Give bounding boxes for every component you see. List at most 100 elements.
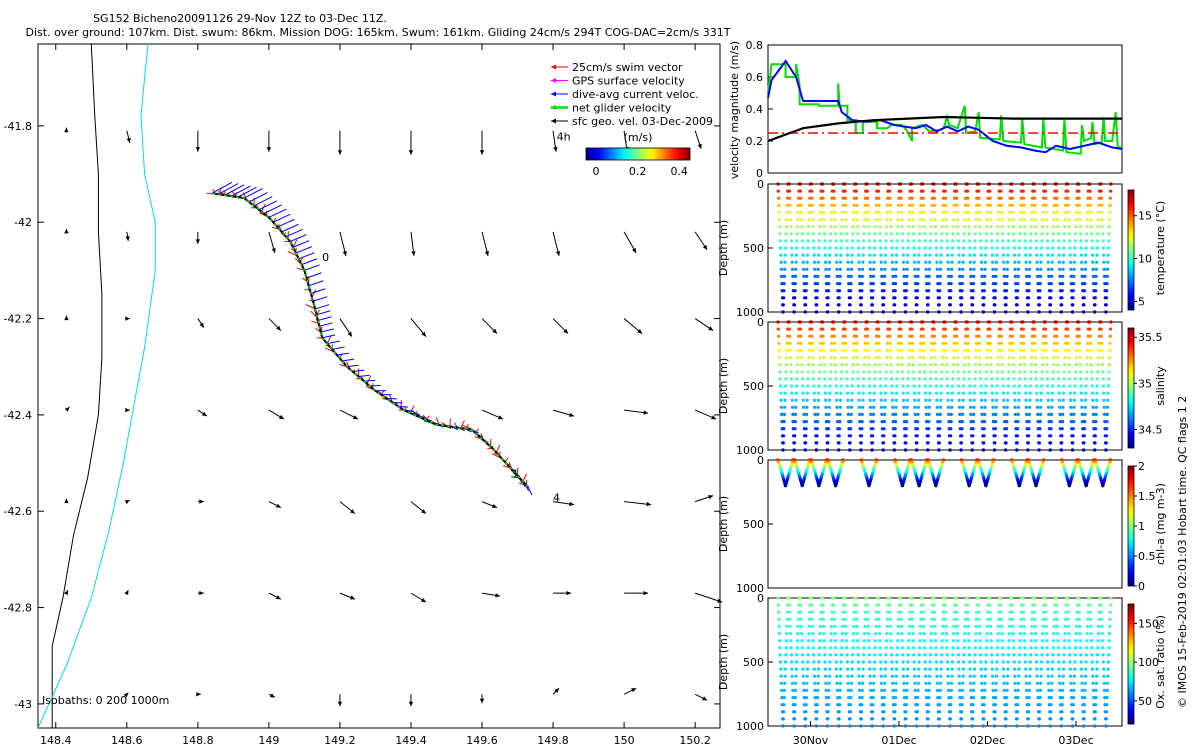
profile-point — [954, 320, 958, 324]
profile-point — [985, 210, 989, 214]
profile-point — [946, 681, 950, 685]
profile-point — [1041, 334, 1046, 338]
colorbar-tick-label: 1.5 — [1138, 490, 1156, 503]
profile-point — [985, 348, 989, 352]
profile-point — [891, 696, 895, 700]
profile-point — [878, 632, 882, 636]
profile-point — [1107, 377, 1111, 381]
profile-point — [1102, 688, 1107, 693]
profile-point — [810, 610, 814, 614]
profile-point — [1079, 246, 1083, 250]
profile-point — [863, 356, 867, 360]
profile-point — [1074, 363, 1078, 367]
profile-point — [910, 203, 915, 207]
profile-point — [904, 434, 908, 438]
profile-point — [981, 310, 986, 314]
profile-point — [992, 448, 997, 452]
profile-point — [1045, 653, 1049, 657]
profile-point — [808, 610, 812, 614]
profile-point — [876, 596, 880, 600]
profile-point — [1015, 441, 1019, 445]
profile-point — [1074, 632, 1078, 636]
profile-point — [1023, 225, 1027, 229]
profile-point — [963, 624, 967, 629]
profile-point — [1034, 225, 1038, 229]
profile-point — [989, 225, 993, 229]
profile-point — [1084, 660, 1088, 664]
profile-point — [857, 267, 861, 271]
profile-point — [935, 674, 939, 678]
profile-point — [882, 427, 886, 431]
profile-point — [1005, 696, 1009, 700]
profile-point — [961, 681, 965, 685]
profile-point — [789, 370, 793, 374]
profile-point — [916, 688, 920, 693]
profile-point — [1062, 667, 1066, 671]
profile-point — [1069, 412, 1073, 416]
profile-point — [1012, 239, 1016, 243]
profile-point — [1080, 267, 1084, 271]
profile-point — [1024, 681, 1028, 685]
profile-point — [1037, 717, 1041, 721]
profile-point — [859, 717, 863, 721]
profile-point — [834, 646, 838, 650]
profile-point — [962, 239, 966, 243]
profile-point — [968, 384, 972, 388]
profile-point — [868, 384, 872, 388]
legend-arrowhead — [551, 64, 556, 70]
profile-point — [846, 688, 851, 693]
current-arrow — [481, 501, 498, 509]
profile-point — [866, 624, 870, 629]
profile-point — [1002, 688, 1006, 693]
profile-point — [1022, 617, 1026, 621]
swim-vector — [409, 405, 415, 414]
profile-point — [1052, 341, 1056, 345]
profile-point — [906, 391, 910, 395]
profile-point — [957, 384, 961, 388]
profile-point — [776, 327, 780, 331]
profile-point — [1078, 646, 1083, 650]
profile-point — [908, 196, 912, 200]
profile-point — [972, 274, 976, 278]
profile-point — [845, 660, 849, 664]
profile-point — [932, 596, 936, 600]
profile-point — [777, 348, 781, 352]
profile-point — [1056, 632, 1060, 636]
profile-point — [807, 210, 811, 214]
profile-point — [851, 639, 855, 643]
profile-point — [865, 603, 869, 607]
profile-point — [832, 334, 836, 338]
profile-point — [895, 667, 899, 671]
y-tick-label: -43 — [14, 698, 32, 711]
profile-point — [1095, 253, 1099, 257]
profile-point — [1004, 441, 1008, 445]
profile-point — [993, 717, 997, 721]
profile-point — [806, 660, 810, 664]
profile-point — [1029, 377, 1033, 381]
profile-point — [841, 203, 845, 207]
profile-point — [1103, 282, 1107, 286]
profile-point — [910, 189, 914, 193]
profile-point — [1052, 356, 1056, 360]
profile-point — [938, 274, 942, 278]
profile-point — [935, 667, 939, 671]
profile-point — [844, 639, 849, 643]
profile-point — [891, 282, 895, 286]
profile-point — [982, 296, 986, 300]
profile-point — [994, 688, 998, 693]
profile-point — [815, 289, 819, 293]
profile-point — [885, 356, 889, 360]
profile-point — [861, 674, 865, 678]
profile-point — [882, 420, 886, 424]
profile-point — [884, 246, 888, 250]
profile-point — [871, 282, 875, 286]
profile-point — [937, 710, 942, 714]
profile-point — [930, 348, 934, 352]
profile-point — [862, 363, 866, 367]
profile-point — [1019, 210, 1023, 214]
current-vector — [314, 304, 330, 310]
profile-point — [901, 674, 906, 678]
profile-point — [949, 710, 953, 714]
profile-point — [810, 334, 814, 338]
profile-point — [1062, 253, 1066, 257]
